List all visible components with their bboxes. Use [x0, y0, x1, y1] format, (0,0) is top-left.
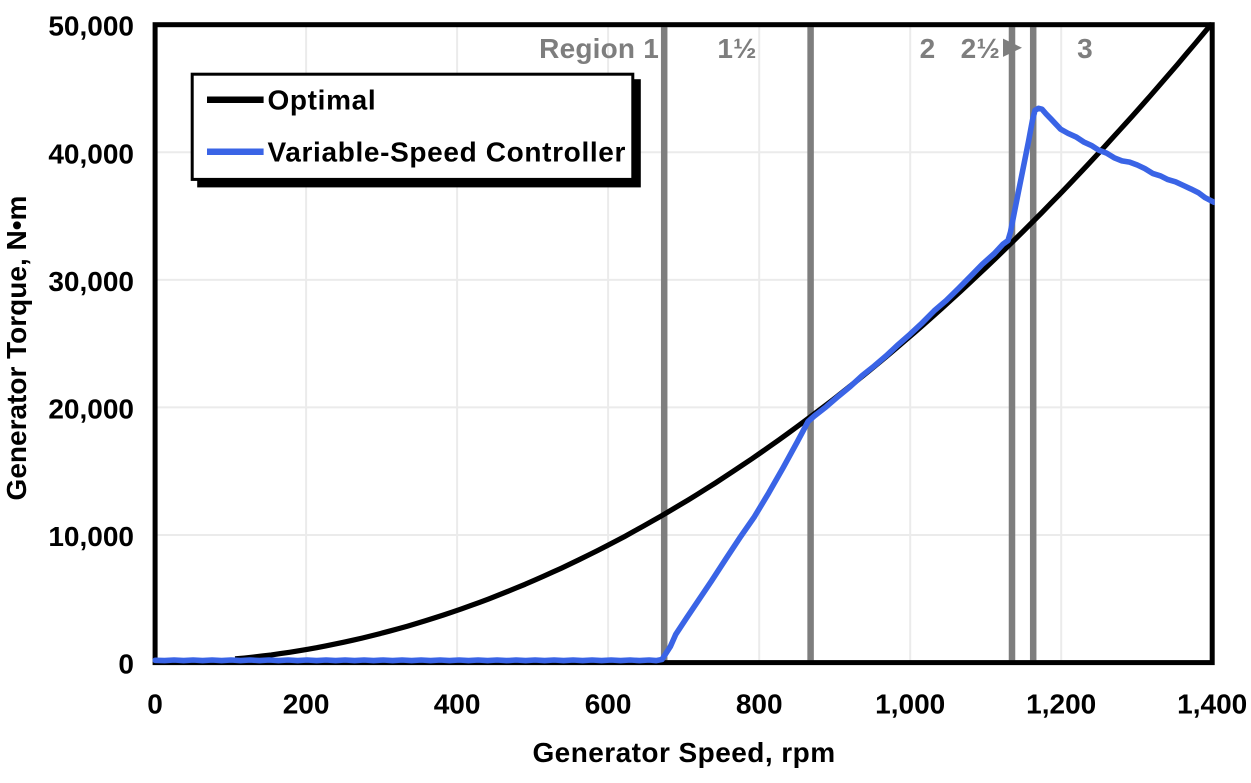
svg-text:40,000: 40,000 [48, 138, 134, 169]
svg-text:Generator Torque, N•m: Generator Torque, N•m [1, 196, 32, 501]
svg-text:Region 1: Region 1 [539, 33, 659, 64]
svg-text:2: 2 [920, 33, 936, 64]
svg-text:1½: 1½ [717, 33, 756, 64]
svg-text:Generator Speed, rpm: Generator Speed, rpm [532, 737, 835, 768]
svg-text:50,000: 50,000 [48, 11, 134, 42]
svg-text:0: 0 [147, 689, 163, 720]
svg-text:20,000: 20,000 [48, 393, 134, 424]
svg-text:2½: 2½ [961, 33, 1000, 64]
svg-text:10,000: 10,000 [48, 521, 134, 552]
svg-text:200: 200 [283, 689, 330, 720]
svg-text:1,400: 1,400 [1177, 689, 1247, 720]
svg-text:1,200: 1,200 [1026, 689, 1096, 720]
svg-text:Optimal: Optimal [268, 85, 377, 116]
svg-text:800: 800 [736, 689, 783, 720]
svg-text:30,000: 30,000 [48, 266, 134, 297]
svg-text:3: 3 [1077, 33, 1093, 64]
svg-text:400: 400 [434, 689, 481, 720]
svg-text:1,000: 1,000 [875, 689, 945, 720]
svg-text:0: 0 [118, 649, 134, 680]
svg-text:Variable-Speed Controller: Variable-Speed Controller [268, 137, 627, 168]
svg-text:600: 600 [585, 689, 632, 720]
